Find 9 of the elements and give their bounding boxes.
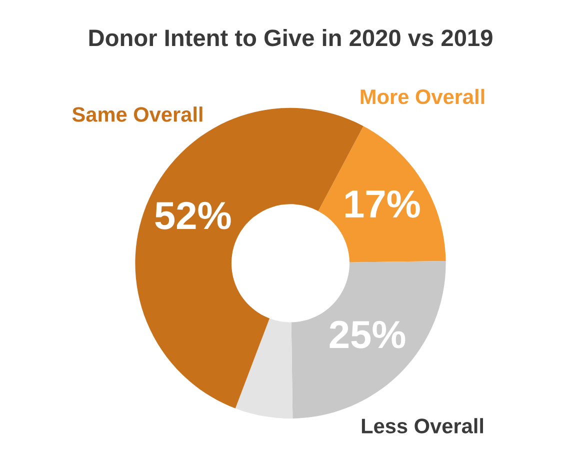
slice-label: Less Overall xyxy=(362,418,483,434)
slice-label: More Overall xyxy=(360,88,484,104)
slice-label: Same Overall xyxy=(72,106,202,122)
data-label: 17% xyxy=(346,190,420,218)
donut-slice xyxy=(235,318,293,419)
chart-title: Donor Intent to Give in 2020 vs 2019 xyxy=(89,28,492,46)
donut-slice xyxy=(291,261,446,418)
donut-slice xyxy=(318,126,446,262)
data-label: 52% xyxy=(155,202,231,230)
